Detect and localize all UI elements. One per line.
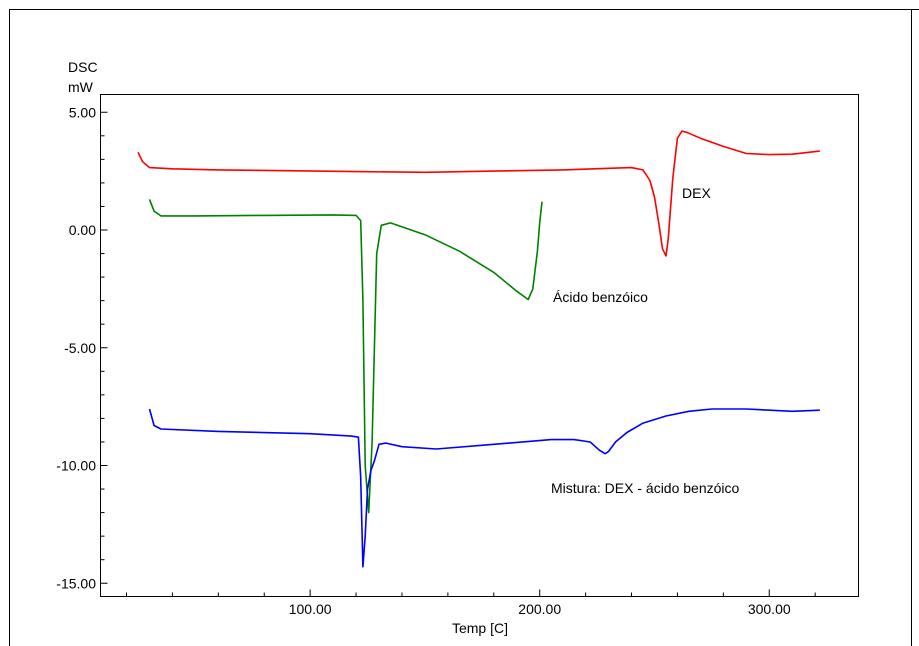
plot-area — [100, 94, 859, 597]
x-axis-title: Temp [C] — [452, 620, 508, 636]
y-tick-label: -5.00 — [64, 340, 96, 356]
y-tick-label: 5.00 — [69, 104, 96, 120]
annotation-acido-benzoico: Ácido benzóico — [553, 289, 648, 305]
series-line-2 — [148, 408, 820, 568]
y-axis-unit: mW — [68, 79, 94, 95]
x-tick-label: 100.00 — [289, 601, 332, 617]
annotation-mistura: Mistura: DEX - ácido benzóico — [551, 480, 740, 496]
series-line-0 — [137, 130, 820, 257]
y-tick-label: -10.00 — [56, 458, 96, 474]
x-tick-label: 200.00 — [518, 601, 561, 617]
series-line-1 — [148, 199, 543, 514]
y-tick-label: 0.00 — [69, 222, 96, 238]
series-layer — [137, 130, 820, 568]
y-tick-label: -15.00 — [56, 575, 96, 591]
axis-ticks: 5.00 0.00 -5.00 -10.00 -15.00 100.00 200.00 300… — [56, 104, 816, 617]
annotation-dex: DEX — [682, 185, 711, 201]
y-axis-title: DSC — [68, 59, 98, 75]
x-tick-label: 300.00 — [748, 601, 791, 617]
